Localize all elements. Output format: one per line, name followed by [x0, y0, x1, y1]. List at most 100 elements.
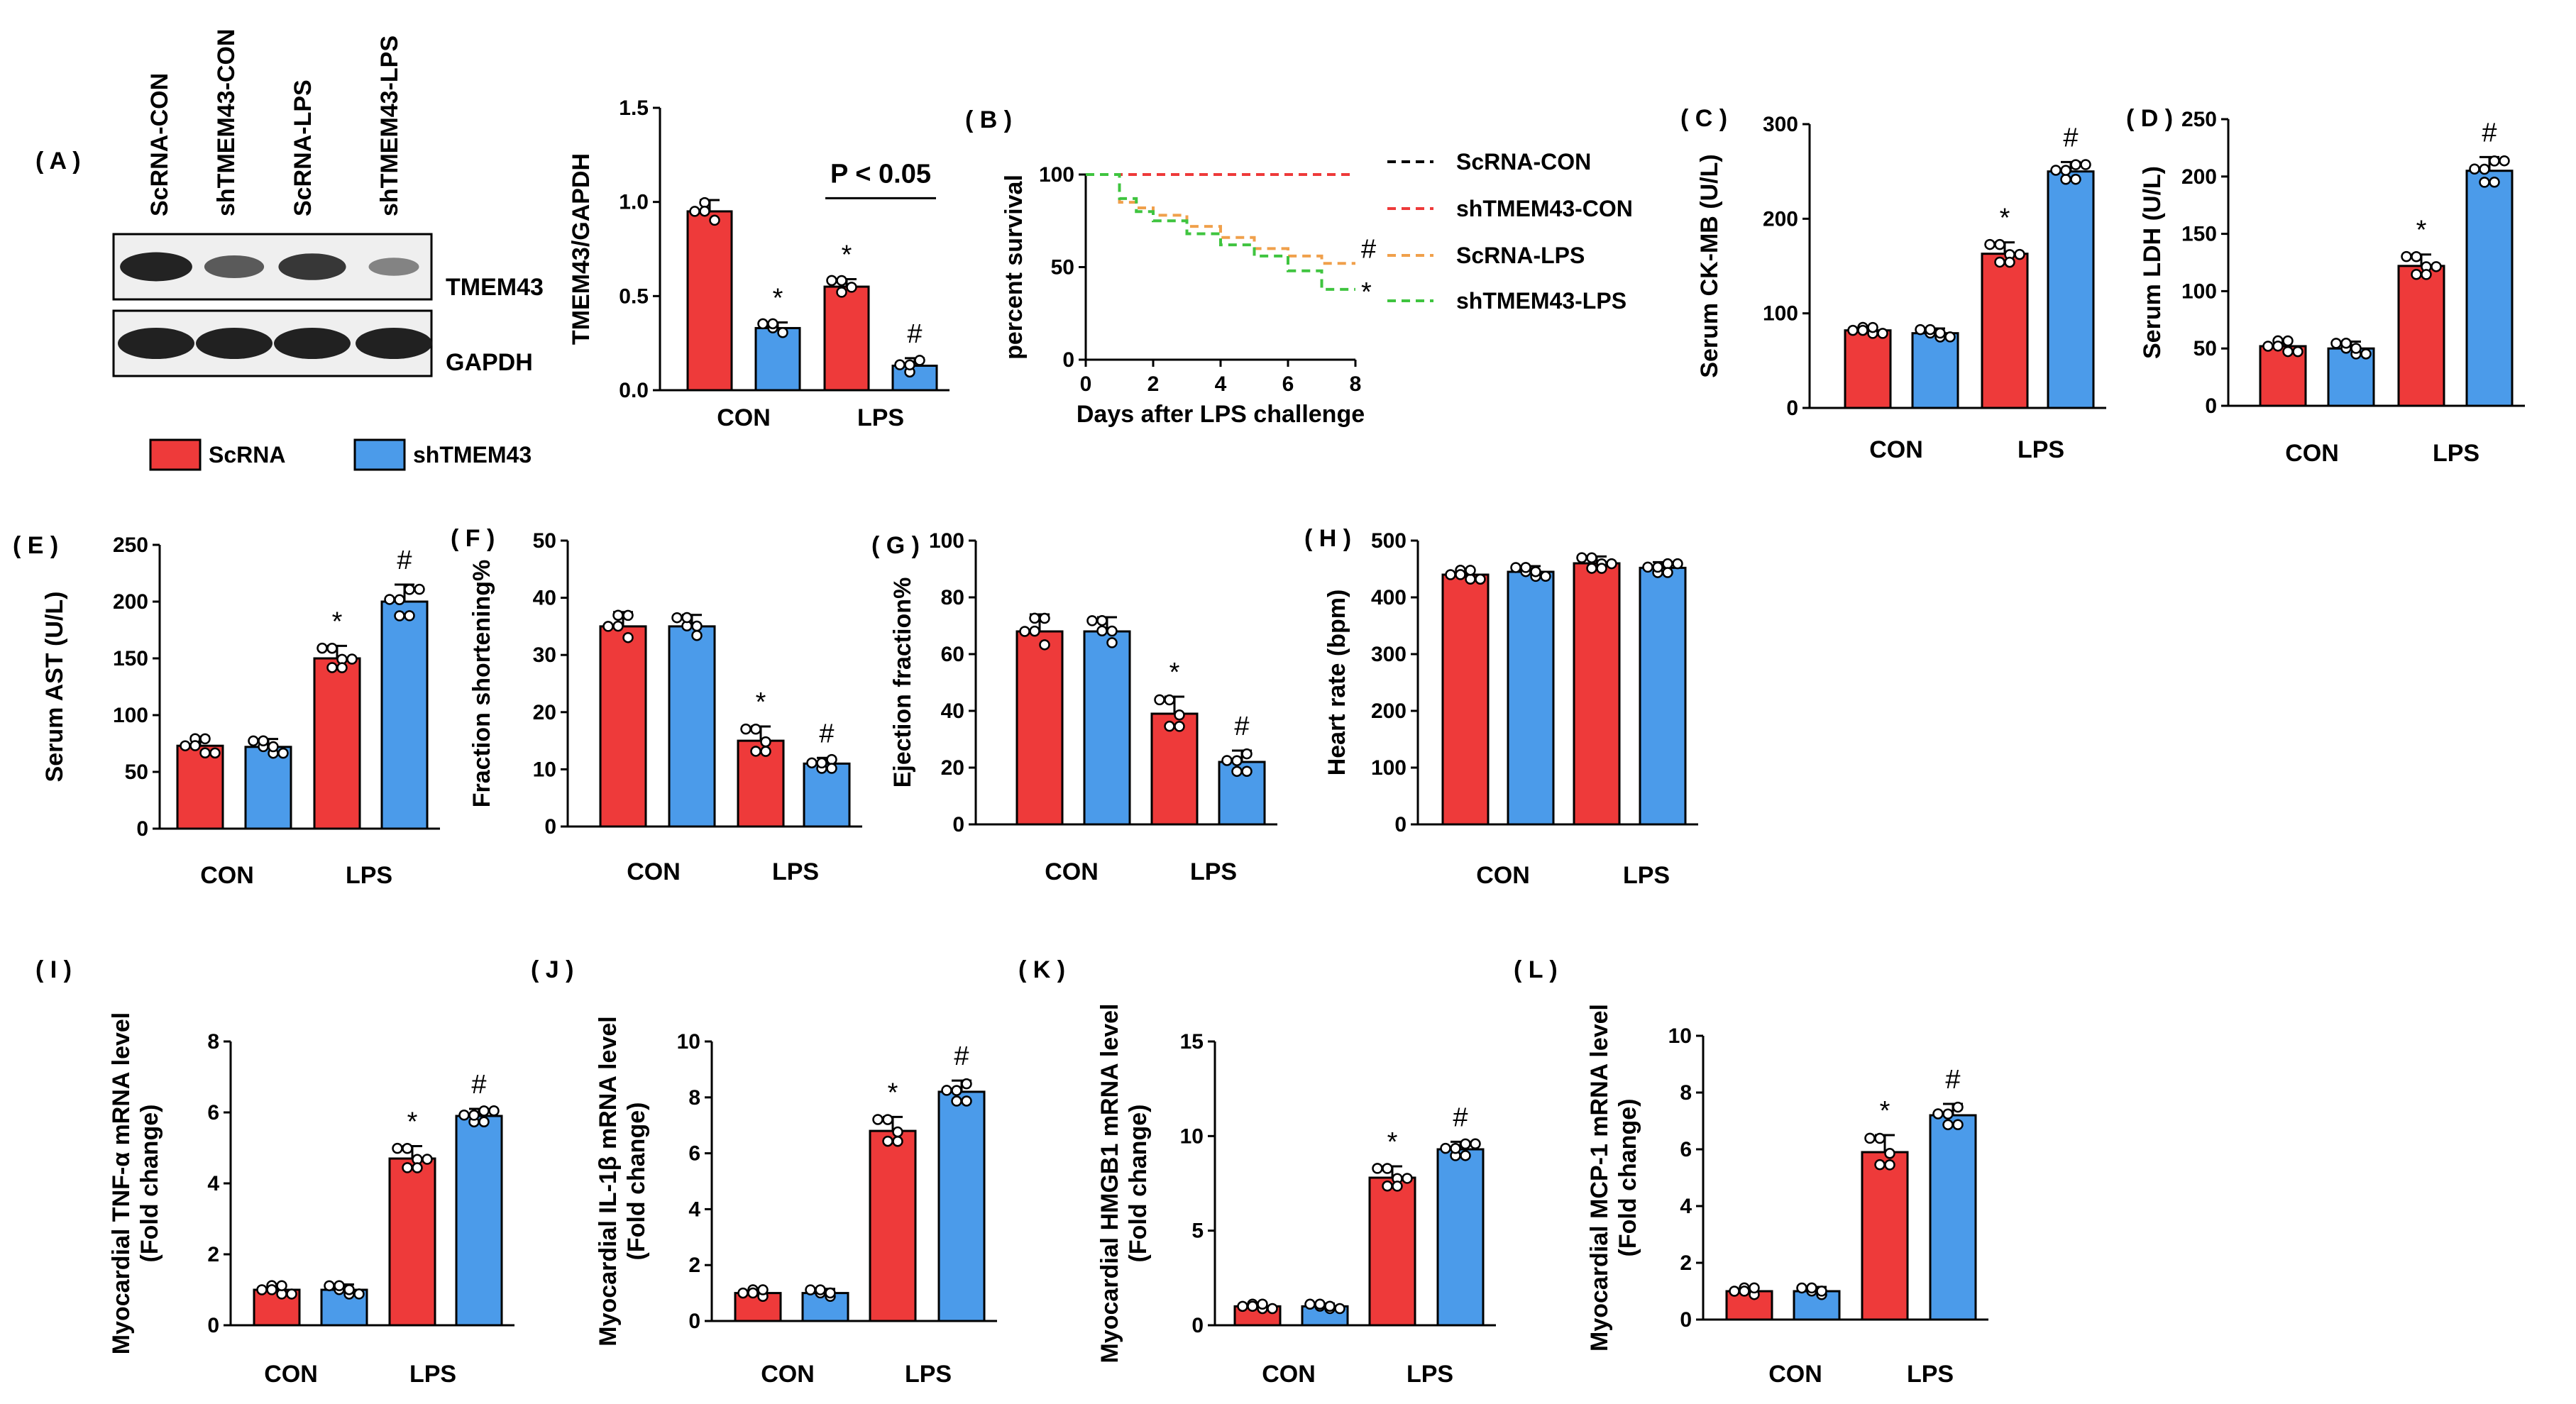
- bar: [803, 762, 851, 828]
- x-category-label: LPS: [857, 404, 904, 431]
- y-tick-label: 150: [2181, 223, 2217, 246]
- y-tick-label: 8: [1680, 1081, 1692, 1105]
- data-point: [1942, 1108, 1954, 1120]
- data-point: [622, 631, 634, 643]
- chart-j: 0 2 4 6 8 10 Myocardial IL-1β mRNA level (Fold …: [595, 1016, 997, 1388]
- significance-mark: *: [842, 240, 852, 270]
- data-point: [1455, 569, 1466, 580]
- y-tick-label: 100: [1763, 302, 1798, 326]
- panel-label-j: ( J ): [531, 956, 573, 983]
- significance-mark: #: [819, 719, 834, 748]
- significance-mark: #: [1453, 1102, 1468, 1132]
- data-point: [1440, 1142, 1451, 1154]
- data-point: [747, 1287, 759, 1299]
- data-point: [1029, 625, 1040, 637]
- y-tick-label: 50: [1051, 256, 1074, 280]
- data-point: [343, 1284, 355, 1295]
- survival-legend-label: shTMEM43-CON: [1456, 196, 1633, 221]
- y-axis-label-2: (Fold change): [1614, 1099, 1641, 1257]
- data-point: [1402, 1173, 1413, 1184]
- data-point: [1934, 327, 1946, 339]
- x-category-label: CON: [1262, 1361, 1316, 1388]
- y-tick-label: 0: [1680, 1308, 1692, 1332]
- y-tick-label: 0: [952, 813, 964, 836]
- x-category-label: CON: [1476, 862, 1530, 889]
- data-point: [1806, 1282, 1817, 1294]
- y-axis-label: Ejection fraction%: [889, 577, 916, 788]
- data-point: [689, 206, 700, 217]
- panel-label-e: ( E ): [13, 532, 58, 559]
- y-tick-label: 10: [1668, 1024, 1692, 1048]
- data-point: [1867, 321, 1878, 333]
- data-point: [404, 610, 415, 621]
- data-point: [488, 1105, 500, 1117]
- y-tick-label: 15: [1180, 1030, 1204, 1054]
- chart-k: 0 5 10 15 Myocardial HMGB1 mRNA level (Fold c…: [1096, 1004, 1496, 1388]
- panel-label-c: ( C ): [1680, 105, 1727, 132]
- band-gapdh: [356, 328, 432, 359]
- bar: [1639, 566, 1687, 826]
- data-point: [1106, 625, 1118, 637]
- data-point: [1465, 573, 1476, 585]
- y-tick-label: 0.0: [619, 379, 649, 402]
- significance-mark: #: [2482, 118, 2497, 148]
- bar: [754, 326, 801, 392]
- data-point: [286, 1288, 297, 1300]
- x-category-label: CON: [264, 1361, 318, 1388]
- y-axis-label: Fraction shortening%: [468, 560, 495, 807]
- data-point: [209, 747, 221, 759]
- panel-label-g: ( G ): [871, 532, 920, 559]
- data-point: [404, 584, 415, 595]
- y-axis-label: Myocardial TNF-α mRNA level: [108, 1012, 135, 1355]
- band-gapdh: [274, 328, 351, 359]
- bar: [1436, 1148, 1485, 1327]
- y-axis-label: Myocardial IL-1β mRNA level: [595, 1016, 622, 1346]
- y-tick-label: 250: [113, 534, 148, 557]
- bar: [244, 746, 292, 830]
- x-category-label: CON: [1045, 858, 1099, 885]
- chart-l: 0 2 4 6 8 10 Myocardial MCP-1 mRNA level (Fold …: [1586, 1004, 1988, 1388]
- data-point: [1241, 748, 1253, 760]
- x-category-label: CON: [1768, 1361, 1822, 1388]
- significance-mark: *: [2000, 204, 2010, 233]
- x-tick-label: 6: [1282, 372, 1294, 396]
- data-point: [1672, 558, 1683, 570]
- data-point: [2262, 341, 2274, 352]
- data-point: [1864, 1132, 1876, 1144]
- data-point: [760, 736, 771, 748]
- y-tick-label: 0: [688, 1310, 700, 1333]
- data-point: [458, 1109, 470, 1121]
- y-axis-label-2: (Fold change): [136, 1105, 163, 1263]
- y-tick-label: 6: [207, 1101, 219, 1124]
- data-point: [1267, 1303, 1278, 1315]
- data-point: [1470, 1138, 1481, 1150]
- bar: [313, 657, 361, 830]
- data-point: [1029, 612, 1040, 624]
- y-tick-label: 5: [1191, 1220, 1204, 1243]
- y-axis-label: Serum AST (U/L): [41, 592, 68, 783]
- data-point: [1247, 1300, 1258, 1312]
- bar: [737, 739, 785, 828]
- y-tick-label: 40: [941, 700, 964, 723]
- data-point: [2479, 177, 2490, 188]
- data-point: [2401, 250, 2412, 262]
- data-point: [1392, 1181, 1403, 1192]
- panel-label-k: ( K ): [1018, 956, 1065, 983]
- x-tick-label: 8: [1350, 372, 1362, 396]
- data-point: [1596, 563, 1607, 574]
- y-tick-label: 100: [113, 704, 148, 727]
- data-point: [384, 594, 395, 605]
- x-category-label: LPS: [1190, 858, 1237, 885]
- y-tick-label: 200: [2181, 165, 2217, 189]
- data-point: [468, 1110, 480, 1121]
- y-tick-label: 200: [113, 590, 148, 614]
- band-label-tmem43: TMEM43: [446, 274, 544, 301]
- data-point: [1994, 238, 2005, 250]
- data-point: [1874, 1159, 1886, 1171]
- y-tick-label: 1.5: [619, 96, 649, 120]
- data-point: [478, 1105, 490, 1117]
- y-tick-label: 2: [1680, 1251, 1692, 1275]
- data-point: [336, 662, 348, 673]
- bar: [1861, 1151, 1909, 1321]
- y-tick-label: 0: [1786, 397, 1798, 420]
